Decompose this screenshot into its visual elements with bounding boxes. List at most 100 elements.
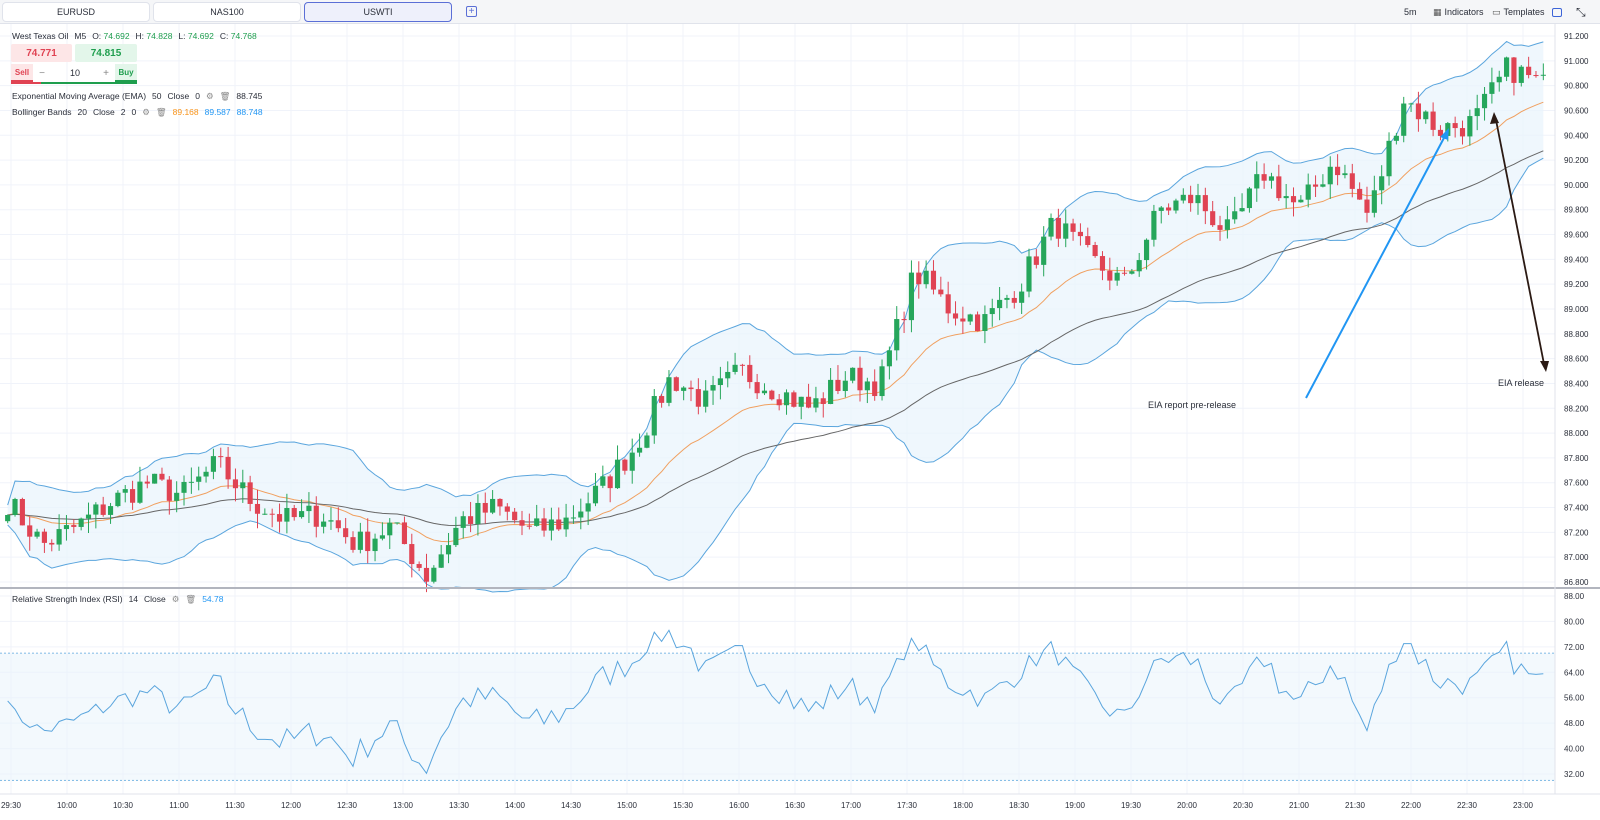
candle-body <box>438 554 444 568</box>
layout-button[interactable] <box>1552 4 1562 20</box>
candle-body <box>548 519 554 531</box>
candle-body <box>938 289 944 295</box>
candle-body <box>1401 103 1407 136</box>
candle-body <box>813 398 819 408</box>
candle-body <box>1415 103 1421 120</box>
rsi-tick-label: 80.00 <box>1564 617 1585 626</box>
candle-body <box>872 381 878 397</box>
add-tab-button[interactable]: + <box>466 6 477 17</box>
ema-legend-row[interactable]: Exponential Moving Average (EMA) 50 Clos… <box>12 88 263 104</box>
low-label: L: 74.692 <box>178 31 214 41</box>
candle-body <box>1180 194 1186 201</box>
ema-settings-icon[interactable]: ⚙ <box>205 90 214 101</box>
candle-body <box>526 525 532 527</box>
price-tick-label: 88.200 <box>1564 404 1589 413</box>
candle-body <box>1342 173 1348 176</box>
candle-body <box>166 479 172 501</box>
sell-button[interactable]: Sell <box>11 64 33 82</box>
time-tick-label: 10:30 <box>113 801 134 810</box>
candle-body <box>1114 272 1120 281</box>
candle-body <box>717 378 723 386</box>
ohlc-row: West Texas Oil M5 O: 74.692 H: 74.828 L:… <box>12 30 257 42</box>
rsi-settings-icon[interactable]: ⚙ <box>171 594 180 604</box>
rsi-tick-label: 64.00 <box>1564 668 1585 677</box>
time-tick-label: 20:30 <box>1233 801 1254 810</box>
bb-settings-icon[interactable]: ⚙ <box>142 106 150 117</box>
time-tick-label: 15:00 <box>617 801 638 810</box>
tab-uswti[interactable]: USWTI <box>304 2 452 22</box>
candle-body <box>607 476 613 489</box>
indicators-button[interactable]: ▦ Indicators <box>1433 4 1484 20</box>
candle-body <box>1423 111 1429 120</box>
rsi-legend[interactable]: Relative Strength Index (RSI) 14 Close ⚙… <box>12 594 223 605</box>
quantity-increase-button[interactable]: + <box>103 67 109 79</box>
sell-price-button[interactable]: 74.771 <box>11 44 72 62</box>
candle-body <box>1195 195 1201 204</box>
candle-body <box>997 299 1003 309</box>
candle-body <box>857 367 863 391</box>
candle-body <box>453 527 459 546</box>
time-tick-label: 13:30 <box>449 801 470 810</box>
time-tick-label: 12:30 <box>337 801 358 810</box>
candle-body <box>497 498 503 507</box>
price-tick-label: 89.600 <box>1564 231 1589 240</box>
candle-body <box>1526 66 1532 76</box>
candle-body <box>1533 75 1539 77</box>
candle-body <box>908 272 915 321</box>
candle-body <box>63 525 70 530</box>
candle-body <box>534 518 540 526</box>
candle-body <box>1290 196 1297 203</box>
candle-body <box>34 531 40 537</box>
candle-body <box>1430 111 1436 130</box>
quantity-decrease-button[interactable]: − <box>39 67 45 79</box>
rsi-delete-icon[interactable]: 🗑 <box>185 594 197 604</box>
rsi-tick-label: 48.00 <box>1564 719 1585 728</box>
price-tick-label: 90.400 <box>1564 131 1589 140</box>
buy-price-button[interactable]: 74.815 <box>75 44 137 62</box>
price-tick-label: 88.400 <box>1564 379 1589 388</box>
candle-body <box>203 471 209 477</box>
templates-button[interactable]: ▭ Templates <box>1492 4 1545 20</box>
price-tick-label: 87.400 <box>1564 504 1589 513</box>
tab-nas100[interactable]: NAS100 <box>153 2 301 22</box>
buy-button[interactable]: Buy <box>115 64 137 82</box>
bollinger-lower-line <box>7 157 1544 593</box>
price-tick-label: 91.200 <box>1564 32 1589 41</box>
candle-body <box>1063 223 1069 239</box>
candle-body <box>989 308 995 315</box>
bb-mult: 2 <box>120 107 126 117</box>
candle-body <box>19 498 25 526</box>
candle-body <box>1254 174 1260 189</box>
bb-legend-row[interactable]: Bollinger Bands 20 Close 2 0 ⚙ 🗑 89.168 … <box>12 104 263 120</box>
candle-body <box>1312 184 1319 187</box>
chart-legend: West Texas Oil M5 O: 74.692 H: 74.828 L:… <box>12 30 257 42</box>
candle-body <box>130 489 136 503</box>
low-value: 74.692 <box>187 31 214 41</box>
candle-body <box>805 396 812 408</box>
spread-bar <box>11 82 137 84</box>
timeframe-button[interactable]: 5m <box>1404 4 1417 20</box>
candle-body <box>1077 231 1083 237</box>
candle-body <box>152 473 158 484</box>
quantity-input[interactable] <box>51 65 99 81</box>
candle-body <box>1452 123 1458 129</box>
candle-body <box>1121 272 1128 274</box>
candle-body <box>1129 271 1135 274</box>
candle-body <box>71 525 77 527</box>
candle-body <box>850 367 856 381</box>
price-tick-label: 88.800 <box>1564 330 1589 339</box>
candle-body <box>1518 66 1524 83</box>
candle-body <box>614 459 621 489</box>
fullscreen-button[interactable]: ⤡ <box>1576 4 1586 20</box>
candle-body <box>1474 108 1480 117</box>
candle-body <box>1364 199 1370 213</box>
tab-eurusd[interactable]: EURUSD <box>2 2 150 22</box>
rsi-pane <box>0 629 1555 781</box>
candle-body <box>974 314 981 332</box>
candle-body <box>181 481 187 493</box>
chart-canvas[interactable]: 91.200 91.000 90.800 90.600 90.400 90.200 90.0… <box>0 24 1600 820</box>
time-tick-label: 22:30 <box>1457 801 1478 810</box>
bb-delete-icon[interactable]: 🗑 <box>155 106 167 117</box>
candle-body <box>144 481 150 484</box>
ema-delete-icon[interactable]: 🗑 <box>219 90 231 101</box>
